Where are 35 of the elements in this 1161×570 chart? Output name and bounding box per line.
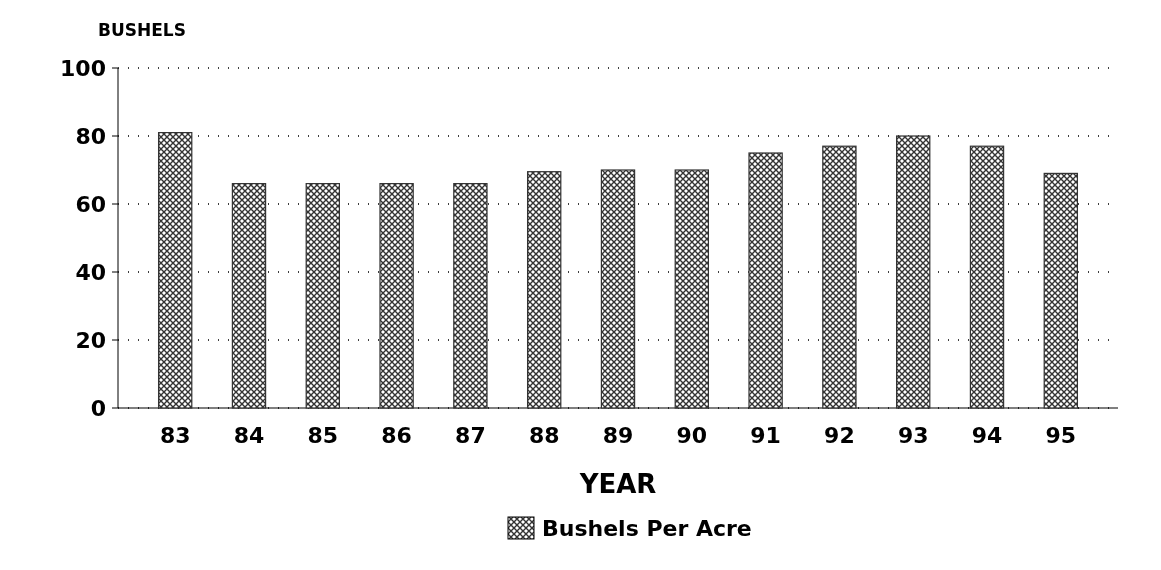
bar <box>379 183 414 409</box>
y-tick-label: 0 <box>90 395 106 421</box>
bar <box>305 183 340 409</box>
bar <box>453 183 488 409</box>
x-tick-label: 91 <box>750 423 781 448</box>
y-tick-label: 100 <box>60 55 106 81</box>
bar <box>748 152 783 409</box>
x-tick-label: 83 <box>159 423 191 448</box>
bar <box>231 183 267 409</box>
bar <box>822 145 857 409</box>
y-tick-label: 60 <box>75 191 106 217</box>
x-tick-label: 95 <box>1045 423 1077 448</box>
x-tick-label: 88 <box>528 423 560 448</box>
bar <box>1043 172 1079 409</box>
y-tick-label: 20 <box>75 327 106 353</box>
legend-label: Bushels Per Acre <box>542 515 752 541</box>
x-tick-label: 89 <box>602 423 634 448</box>
x-tick-label: 84 <box>233 423 265 448</box>
x-tick-label: 93 <box>897 423 929 448</box>
x-tick-label: 90 <box>676 423 708 448</box>
bar <box>526 171 562 409</box>
bar <box>674 169 710 409</box>
x-tick-label: 94 <box>971 423 1003 448</box>
x-tick-label: 87 <box>455 423 486 448</box>
bar <box>600 169 636 409</box>
x-tick-label: 85 <box>307 423 339 448</box>
bar <box>157 132 193 409</box>
x-axis-title: YEAR <box>578 469 657 499</box>
bar <box>896 135 931 409</box>
x-tick-label: 86 <box>381 423 412 448</box>
y-tick-label: 80 <box>75 123 106 149</box>
x-tick-label: 92 <box>824 423 855 448</box>
y-axis-title: BUSHELS <box>98 20 186 40</box>
y-tick-label: 40 <box>75 259 106 285</box>
bar <box>969 145 1005 409</box>
